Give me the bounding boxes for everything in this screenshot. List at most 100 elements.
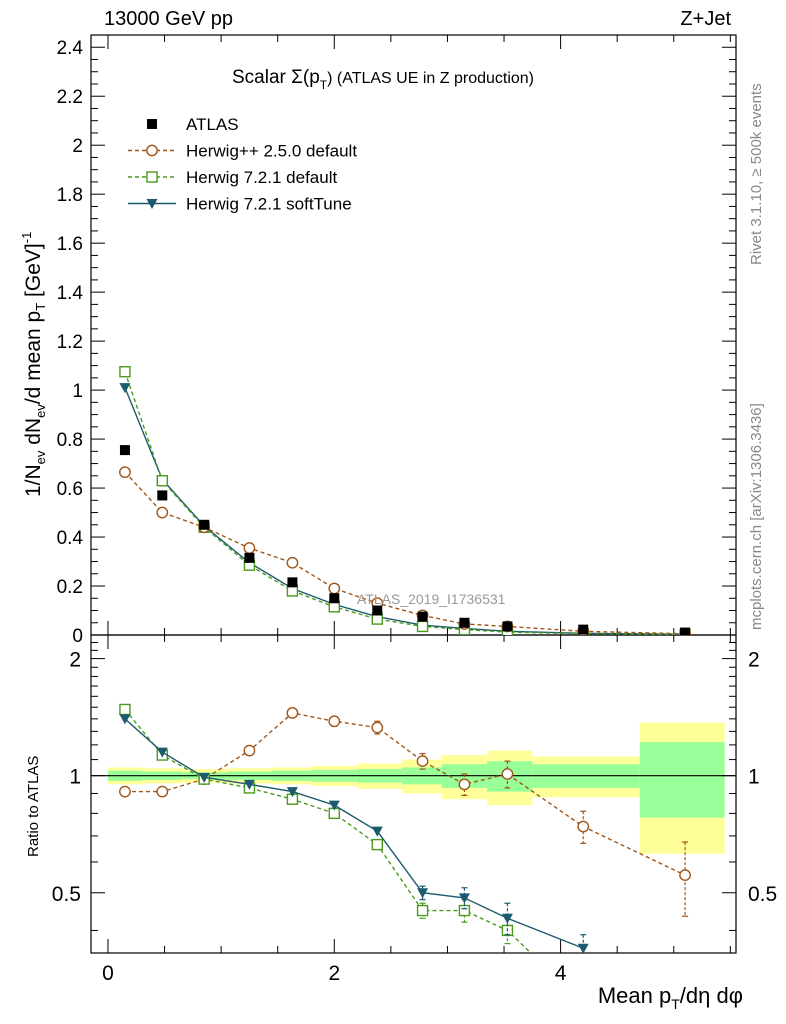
- main-point-atlas: [329, 593, 340, 604]
- main-point-atlas: [680, 627, 691, 635]
- ratio-point-herwig-7-2-1-softtune: [198, 772, 210, 783]
- main-line-herwig-7-2-1-default: [124, 371, 686, 635]
- ratio-line-herwig-2-5-0-default: [124, 712, 686, 876]
- ratio-band-green: [639, 742, 725, 818]
- ratio-point-herwig-2-5-0-default: [577, 820, 590, 833]
- y-axis-label-ratio: Ratio to ATLAS: [25, 756, 42, 857]
- main-point-herwig-7-2-1-softtune: [119, 383, 131, 394]
- main-point-herwig-2-5-0-default: [119, 466, 131, 479]
- main-y-tick-label: 1: [72, 381, 83, 402]
- main-point-herwig-2-5-0-default: [286, 556, 299, 569]
- main-y-tick-label: 0.6: [57, 479, 83, 500]
- main-axes: 0 0.2 0.4 0.6 0.8 1 1.2 1.4 1.6 1.8 2 2.2 2.4: [57, 34, 736, 647]
- ratio-y-tick-label-right: 2: [748, 649, 760, 672]
- header-right-label: Z+Jet: [680, 8, 731, 30]
- main-point-atlas: [287, 577, 298, 588]
- main-point-atlas: [199, 519, 210, 530]
- main-point-herwig-2-5-0-default: [243, 542, 256, 554]
- x-tick-label: 2: [328, 962, 340, 985]
- main-line-herwig-2-5-0-default: [124, 471, 686, 635]
- ratio-point-herwig-2-5-0-default: [679, 869, 691, 882]
- main-point-herwig-7-2-1-default: [416, 620, 429, 633]
- main-point-herwig-2-5-0-default: [328, 582, 341, 595]
- ratio-point-herwig-7-2-1-softtune: [328, 800, 340, 811]
- legend-marker-atlas: [147, 119, 157, 129]
- ratio-y-tick-label: 0.5: [52, 883, 81, 906]
- main-y-tick-label: 2.2: [57, 87, 83, 108]
- x-tick-label: 0: [102, 962, 114, 985]
- ratio-point-herwig-7-2-1-softtune: [458, 893, 470, 904]
- x-axis-label: Mean pT/dη dφ: [598, 983, 743, 1012]
- legend-marker-herwig-7-2-1-softtune: [146, 199, 158, 209]
- main-y-tick-label: 0.8: [57, 430, 83, 451]
- ratio-point-herwig-2-5-0-default: [458, 778, 471, 791]
- ratio-series-group: [119, 703, 691, 1008]
- main-y-tick-label: 1.8: [57, 185, 83, 206]
- ratio-point-herwig-2-5-0-default: [328, 715, 341, 728]
- ratio-plot-frame: [90, 634, 737, 954]
- ratio-point-herwig-7-2-1-default: [119, 703, 131, 716]
- ratio-point-herwig-7-2-1-softtune: [286, 787, 298, 798]
- main-point-atlas: [157, 490, 168, 501]
- ratio-point-herwig-7-2-1-softtune: [371, 826, 383, 837]
- legend-label-herwig-7-2-1-default: Herwig 7.2.1 default: [186, 168, 337, 187]
- ratio-y-tick-label: 2: [69, 649, 81, 672]
- main-point-atlas: [417, 611, 428, 622]
- ratio-point-herwig-7-2-1-softtune: [119, 714, 131, 725]
- header-left-label: 13000 GeV pp: [104, 8, 233, 30]
- main-point-atlas: [244, 552, 255, 563]
- plot-title-prefix: Scalar Σ(p: [232, 67, 320, 88]
- ratio-point-herwig-2-5-0-default: [501, 768, 514, 780]
- ratio-point-herwig-2-5-0-default: [286, 707, 299, 719]
- ratio-point-herwig-2-5-0-default: [243, 744, 256, 757]
- legend-marker-herwig-2-5-0-default: [146, 144, 158, 157]
- ratio-axes: 0.5 0.5 1 1 2 2 0 2 4: [52, 635, 777, 985]
- analysis-watermark: ATLAS_2019_I1736531: [357, 591, 506, 607]
- rivet-version-label: Rivet 3.1.10, ≥ 500k events: [748, 83, 765, 265]
- main-point-atlas: [459, 617, 470, 628]
- legend-label-herwig-2-5-0-default: Herwig++ 2.5.0 default: [186, 142, 357, 161]
- plot-title-suffix: ) (ATLAS UE in Z production): [327, 70, 534, 87]
- ratio-point-herwig-2-5-0-default: [156, 785, 169, 798]
- ratio-point-herwig-7-2-1-softtune: [577, 943, 589, 953]
- ratio-point-herwig-7-2-1-softtune: [156, 747, 168, 758]
- main-point-herwig-7-2-1-default: [119, 366, 131, 378]
- legend-label-herwig-7-2-1-softtune: Herwig 7.2.1 softTune: [186, 195, 352, 214]
- main-point-herwig-2-5-0-default: [156, 506, 169, 519]
- ratio-point-herwig-2-5-0-default: [371, 721, 384, 734]
- main-point-atlas: [372, 605, 383, 616]
- x-tick-label: 4: [555, 962, 567, 985]
- ratio-y-tick-label-right: 1: [748, 766, 760, 789]
- main-y-tick-label: 0.2: [57, 577, 83, 598]
- legend-label-atlas: ATLAS: [186, 115, 239, 134]
- main-point-herwig-7-2-1-default: [328, 601, 340, 613]
- ratio-point-herwig-7-2-1-default: [416, 904, 429, 917]
- main-point-atlas: [502, 621, 513, 632]
- ratio-point-herwig-7-2-1-softtune: [243, 779, 255, 790]
- ratio-point-herwig-7-2-1-default: [578, 998, 588, 1008]
- main-y-tick-label: 0: [72, 626, 83, 647]
- ratio-y-tick-label-right: 0.5: [748, 883, 777, 906]
- main-point-herwig-7-2-1-default: [156, 475, 168, 487]
- main-y-tick-label: 1.6: [57, 234, 83, 255]
- main-point-herwig-7-2-1-default: [371, 613, 383, 625]
- legend: ATLAS Herwig++ 2.5.0 default Herwig 7.2.1 …: [128, 115, 357, 214]
- main-y-tick-label: 2: [72, 136, 83, 157]
- ratio-y-tick-label: 1: [69, 766, 81, 789]
- y-axis-label-main: 1/Nev dNev/d mean pT [GeV]-1: [19, 232, 48, 497]
- main-point-atlas: [578, 624, 589, 635]
- main-point-herwig-7-2-1-default: [286, 585, 299, 597]
- plot-title-subscript: T: [320, 78, 328, 92]
- ratio-point-herwig-2-5-0-default: [119, 785, 131, 798]
- plot-title: Scalar Σ(pT) (ATLAS UE in Z production): [232, 67, 534, 92]
- ratio-point-herwig-7-2-1-softtune: [501, 913, 513, 924]
- main-y-tick-label: 1.2: [57, 332, 83, 353]
- mcplots-label: mcplots.cern.ch [arXiv:1306.3436]: [748, 403, 765, 630]
- main-point-atlas: [119, 445, 130, 456]
- main-series-group: [119, 366, 691, 635]
- main-y-tick-label: 0.4: [57, 528, 84, 549]
- main-y-tick-label: 1.4: [57, 283, 84, 304]
- main-y-tick-label: 2.4: [57, 38, 84, 59]
- ratio-point-herwig-7-2-1-softtune: [417, 888, 429, 899]
- legend-marker-herwig-7-2-1-default: [146, 171, 158, 183]
